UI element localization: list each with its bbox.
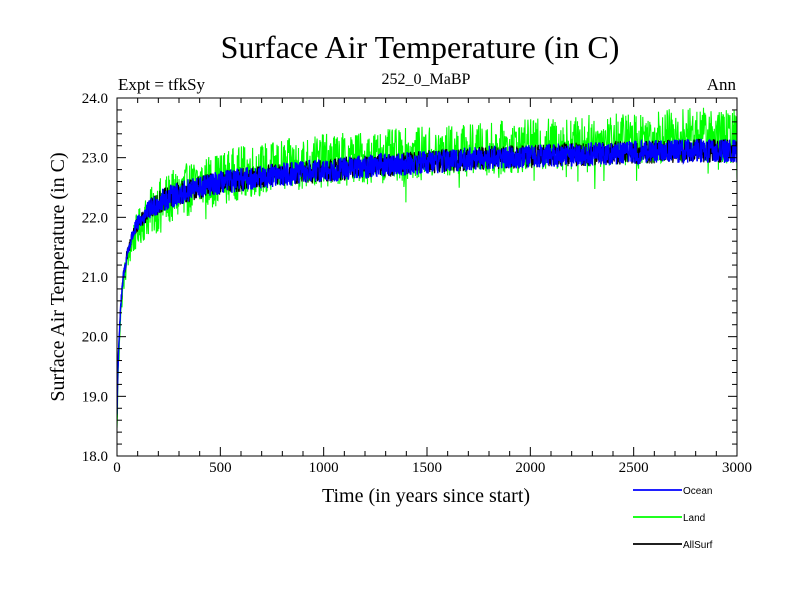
x-tick-label: 500 <box>209 460 232 476</box>
season-label: Ann <box>707 75 737 94</box>
legend: Ocean Land AllSurf <box>633 486 713 551</box>
x-tick-label: 3000 <box>722 460 752 476</box>
legend-label-land: Land <box>683 513 705 524</box>
x-axis-label: Time (in years since start) <box>322 485 530 507</box>
y-tick-label: 20.0 <box>82 330 108 346</box>
legend-label-allsurf: AllSurf <box>683 540 713 551</box>
experiment-label: Expt = tfkSy <box>118 75 206 94</box>
x-tick-label: 0 <box>113 460 121 476</box>
y-tick-label: 18.0 <box>82 449 108 465</box>
chart-title: Surface Air Temperature (in C) <box>221 29 620 65</box>
y-tick-label: 24.0 <box>82 91 108 107</box>
y-axis-label: Surface Air Temperature (in C) <box>47 152 69 401</box>
y-tick-label: 23.0 <box>82 151 108 167</box>
x-tick-label: 2000 <box>515 460 545 476</box>
y-tick-label: 19.0 <box>82 389 108 405</box>
y-tick-label: 22.0 <box>82 210 108 226</box>
series-line-ocean <box>117 138 737 415</box>
series-layer <box>117 107 737 429</box>
x-axis: 0 500 1000 1500 2000 2500 3000 <box>113 98 752 476</box>
chart-subtitle: 252_0_MaBP <box>382 71 471 88</box>
x-tick-label: 2500 <box>619 460 649 476</box>
y-axis: 18.0 19.0 20.0 21.0 22.0 23.0 24.0 <box>82 91 737 465</box>
x-tick-label: 1500 <box>412 460 442 476</box>
y-tick-label: 21.0 <box>82 270 108 286</box>
legend-label-ocean: Ocean <box>683 486 712 497</box>
x-tick-label: 1000 <box>309 460 339 476</box>
